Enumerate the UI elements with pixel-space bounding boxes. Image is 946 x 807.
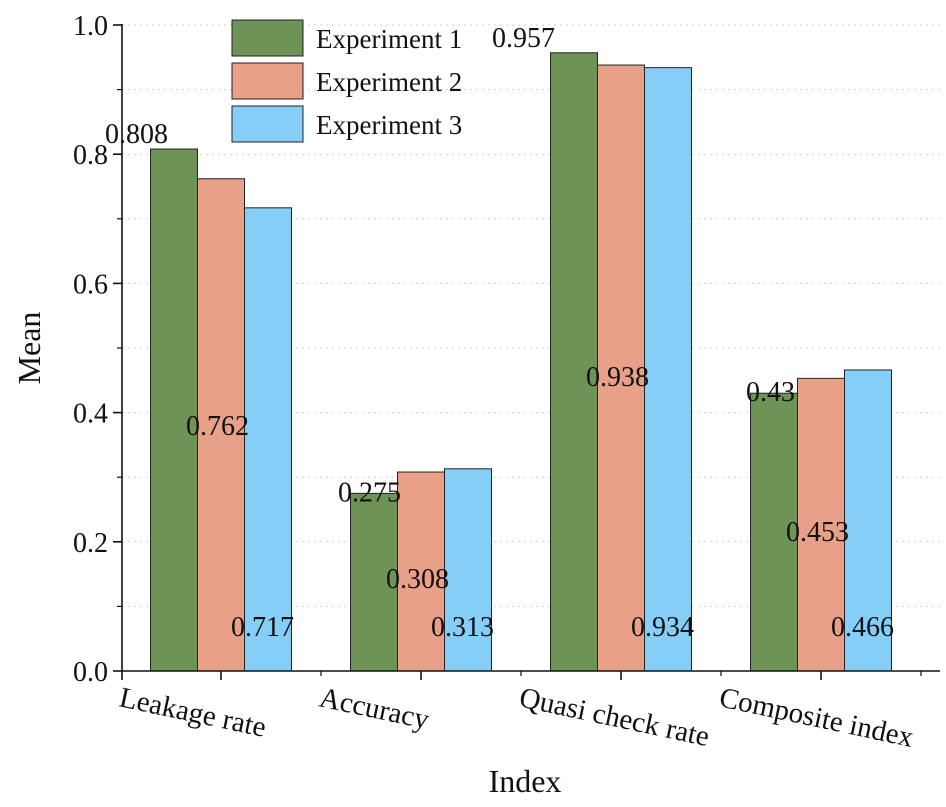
data-label: 0.934 <box>631 612 694 643</box>
data-label: 0.466 <box>831 612 894 643</box>
bar <box>844 369 892 672</box>
legend-swatch <box>231 62 304 100</box>
x-tick-label: Composite index <box>717 682 917 754</box>
legend-swatch <box>231 19 304 57</box>
x-tick-label: Quasi check rate <box>517 682 713 753</box>
bar <box>644 67 692 672</box>
y-axis-title: Mean <box>11 312 47 385</box>
legend: Experiment 1 Experiment 2 Experiment 3 <box>231 19 462 143</box>
y-tick-label: 0.2 <box>73 528 108 559</box>
legend-label: Experiment 3 <box>316 110 462 140</box>
bar <box>150 148 198 672</box>
grid-lines <box>122 24 940 607</box>
data-label: 0.308 <box>386 564 449 595</box>
data-label: 0.808 <box>105 119 168 150</box>
data-label: 0.957 <box>492 23 555 54</box>
bar <box>444 468 492 672</box>
y-tick-label: 0.4 <box>73 399 108 430</box>
x-axis-title: Index <box>489 763 562 799</box>
bar <box>550 52 598 672</box>
legend-swatch <box>231 105 304 143</box>
data-label: 0.938 <box>586 362 649 393</box>
data-label: 0.43 <box>746 377 795 408</box>
y-tick-label: 0.8 <box>73 140 108 171</box>
bars <box>150 52 892 672</box>
x-tick-label: Leakage rate <box>117 682 269 744</box>
bar <box>244 207 292 672</box>
data-labels: 0.808 0.275 0.957 0.43 0.762 0.308 0.938 0.453 0… <box>105 23 894 643</box>
data-label: 0.313 <box>431 612 494 643</box>
legend-label: Experiment 1 <box>316 24 462 54</box>
data-label: 0.275 <box>338 477 401 508</box>
data-label: 0.717 <box>231 612 294 643</box>
x-tick-label: Accuracy <box>317 682 433 737</box>
y-tick-label: 1.0 <box>73 11 108 42</box>
data-label: 0.762 <box>186 411 249 442</box>
bar <box>750 392 798 672</box>
data-label: 0.453 <box>786 517 849 548</box>
bar <box>197 178 245 672</box>
y-tick-label: 0.6 <box>73 269 108 300</box>
legend-label: Experiment 2 <box>316 67 462 97</box>
bar <box>397 471 445 672</box>
y-tick-label: 0.0 <box>73 657 108 688</box>
